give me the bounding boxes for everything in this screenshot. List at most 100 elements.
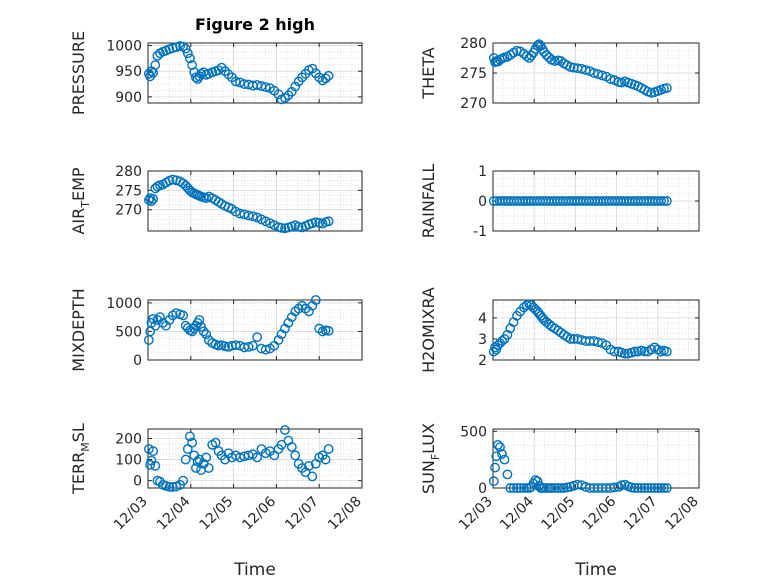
y-tick-label: 4 [478, 311, 487, 327]
y-tick-label: 900 [115, 90, 142, 106]
data-point [609, 346, 620, 357]
data-point [639, 483, 650, 493]
y-tick-label: -1 [473, 224, 487, 240]
data-point [185, 53, 195, 64]
x-axis-label: Time [233, 560, 276, 580]
data-point [636, 483, 647, 493]
data-point [203, 463, 214, 473]
data-point [307, 471, 318, 482]
ylabel-group-1: PRESSURE [69, 31, 88, 115]
ylabel-3: AIRTEMP [69, 167, 92, 234]
y-tick-label: 0 [133, 353, 142, 369]
data-point [499, 454, 510, 465]
data-point [317, 75, 328, 86]
data-point [643, 483, 653, 493]
y-tick-label: 1000 [106, 39, 142, 55]
y-tick-label: 3 [478, 332, 487, 348]
subplot-6: 2 3 4 H2OMIXRA [419, 287, 700, 373]
data-point [276, 223, 287, 233]
data-point [649, 483, 660, 493]
y-tick-label: 275 [460, 66, 487, 82]
data-point [495, 442, 505, 453]
data-point [320, 73, 331, 84]
data-point [252, 332, 263, 343]
data-point [178, 310, 188, 321]
data-point [150, 460, 161, 471]
data-point [178, 475, 188, 486]
subplot-5: 0 500 1000 MIXDEPTH [69, 288, 363, 372]
data-point [556, 483, 566, 493]
ylabel-1: PRESSURE [69, 31, 88, 115]
y-tick-label: 950 [115, 64, 142, 80]
data-point [152, 315, 163, 325]
data-point [490, 462, 500, 473]
subplot-8: 0 500 12/03 12/04 12/05 12/06 12/07 12/08 Time SU… [419, 423, 702, 580]
data-point [180, 43, 191, 54]
data-point [661, 83, 672, 93]
data-point [505, 483, 516, 493]
data-point [198, 326, 209, 337]
data-point [286, 86, 297, 97]
x-axis-label: Time [574, 560, 617, 580]
data-point [511, 483, 522, 493]
ylabel-7: TERRMSL [69, 423, 92, 495]
data-point [158, 317, 168, 328]
data-point [491, 451, 502, 462]
data-point [661, 346, 672, 357]
data-point [182, 48, 193, 59]
y-tick-label: 200 [115, 431, 142, 447]
data-point [493, 439, 503, 450]
axes-box [492, 299, 700, 361]
data-point [187, 60, 197, 70]
data-point [178, 41, 188, 52]
subplot-7: 0 100 200 12/03 12/04 12/05 12/06 12/07 12/08 Tim… [69, 423, 365, 580]
data-point [260, 344, 271, 355]
y-tick-label: 1000 [106, 296, 142, 312]
axes-box [147, 299, 363, 361]
x-tick-label: 12/07 [282, 494, 322, 534]
data-point [201, 193, 212, 203]
data-point [260, 82, 271, 93]
data-point [323, 216, 334, 227]
x-tick-label: 12/03 [456, 494, 496, 534]
y-tick-label: 0 [478, 481, 487, 497]
data-point [150, 60, 161, 70]
data-point [286, 442, 297, 452]
data-point [164, 482, 175, 492]
ylabel-8: SUNFLUX [419, 423, 442, 494]
data-point [192, 73, 203, 84]
data-point [290, 450, 301, 461]
data-point [148, 193, 159, 204]
x-tick-label: 12/06 [239, 493, 279, 533]
data-point [609, 482, 620, 493]
data-point [497, 336, 507, 346]
data-point [323, 444, 334, 454]
data-point [323, 325, 334, 336]
data-point [558, 483, 569, 493]
axes-box [147, 170, 363, 232]
data-point [580, 65, 591, 75]
data-point [320, 454, 331, 465]
ylabel-group-2: THETA [419, 47, 438, 99]
ylabel-6: H2OMIXRA [419, 287, 438, 373]
data-point [619, 348, 630, 359]
data-point [323, 70, 334, 81]
data-point [508, 483, 519, 493]
data-point [497, 449, 507, 459]
ylabel-group-5: MIXDEPTH [69, 288, 88, 371]
data-point [273, 335, 284, 345]
data-point [593, 337, 603, 348]
data-point [148, 446, 159, 457]
data-point [565, 334, 576, 344]
axes-background [493, 429, 699, 488]
data-point [201, 329, 212, 340]
data-point [280, 425, 290, 435]
data-point [210, 437, 221, 448]
data-point [220, 341, 230, 352]
x-tick-label: 12/03 [111, 494, 151, 534]
data-point [562, 482, 573, 493]
data-point [626, 482, 637, 493]
ylabel-group-7: TERRMSL [69, 423, 92, 495]
data-point [247, 211, 258, 222]
